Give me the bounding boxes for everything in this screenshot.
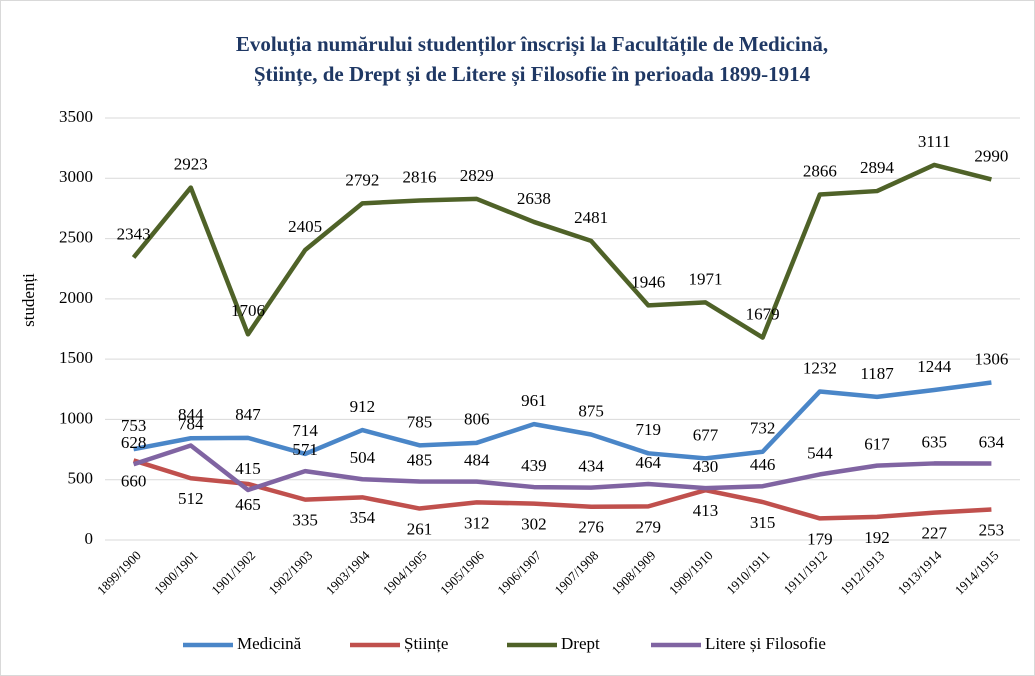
data-label: 354 — [350, 508, 376, 527]
data-label: 434 — [578, 457, 604, 476]
data-label: 1306 — [974, 349, 1008, 368]
data-label: 912 — [350, 397, 376, 416]
data-label: 1706 — [231, 301, 265, 320]
data-label: 3111 — [918, 132, 951, 151]
data-label: 806 — [464, 410, 490, 429]
data-label: 430 — [693, 457, 719, 476]
data-label: 2638 — [517, 189, 551, 208]
y-tick-label: 0 — [85, 529, 94, 548]
data-label: 1232 — [803, 358, 837, 377]
data-label: 302 — [521, 514, 547, 533]
y-tick-label: 2500 — [59, 227, 93, 246]
data-label: 484 — [464, 451, 490, 470]
y-tick-label: 1000 — [59, 408, 93, 427]
chart-title: Științe, de Drept și de Litere și Filoso… — [254, 62, 811, 87]
data-label: 512 — [178, 489, 204, 508]
data-label: 2816 — [403, 167, 437, 186]
data-label: 847 — [235, 405, 261, 424]
y-tick-label: 1500 — [59, 348, 93, 367]
data-label: 315 — [750, 513, 776, 532]
data-label: 485 — [407, 450, 433, 469]
data-label: 464 — [636, 453, 662, 472]
legend-label: Medicină — [237, 634, 302, 653]
data-label: 465 — [235, 495, 261, 514]
data-label: 335 — [292, 511, 318, 530]
data-label: 2481 — [574, 208, 608, 227]
y-axis-label: studenți — [19, 273, 38, 327]
data-label: 413 — [693, 501, 719, 520]
data-label: 192 — [864, 528, 890, 547]
data-label: 446 — [750, 455, 776, 474]
data-label: 753 — [121, 416, 147, 435]
data-label: 2866 — [803, 161, 837, 180]
data-label: 261 — [407, 519, 433, 538]
data-label: 732 — [750, 419, 776, 438]
series-line — [133, 380, 992, 461]
series-line — [132, 443, 992, 493]
data-label: 1244 — [917, 357, 952, 376]
data-label: 504 — [350, 448, 376, 467]
data-label: 276 — [578, 518, 604, 537]
data-label: 227 — [921, 524, 947, 543]
data-label: 2829 — [460, 166, 494, 185]
data-label: 279 — [636, 517, 662, 536]
data-label: 1187 — [860, 364, 894, 383]
data-label: 617 — [864, 435, 890, 454]
series-line — [132, 458, 992, 521]
data-label: 2923 — [174, 154, 208, 173]
data-label: 253 — [979, 520, 1005, 539]
chart-title: Evoluția numărului studenților înscriși … — [236, 32, 828, 57]
data-label: 415 — [235, 459, 261, 478]
data-label: 2894 — [860, 158, 895, 177]
data-label: 719 — [636, 420, 662, 439]
data-label: 628 — [121, 433, 147, 452]
legend-label: Științe — [404, 634, 448, 653]
data-label: 714 — [292, 421, 318, 440]
y-tick-label: 500 — [68, 469, 94, 488]
data-label: 312 — [464, 513, 490, 532]
y-tick-label: 2000 — [59, 288, 93, 307]
series-line — [131, 162, 992, 340]
data-label: 635 — [921, 432, 947, 451]
data-label: 2343 — [117, 224, 151, 243]
y-tick-label: 3500 — [59, 107, 93, 126]
data-label: 571 — [292, 440, 318, 459]
data-label: 2405 — [288, 217, 322, 236]
data-label: 784 — [178, 414, 204, 433]
y-tick-label: 3000 — [59, 167, 93, 186]
data-label: 1946 — [631, 272, 665, 291]
data-label: 677 — [693, 425, 719, 444]
data-label: 660 — [121, 471, 147, 490]
data-label: 544 — [807, 443, 833, 462]
data-label: 2990 — [974, 146, 1008, 165]
data-label: 785 — [407, 412, 433, 431]
data-label: 844 — [178, 405, 204, 424]
data-label: 179 — [807, 529, 833, 548]
legend-label: Drept — [561, 634, 600, 653]
data-label: 2792 — [345, 170, 379, 189]
data-label: 1679 — [746, 304, 780, 323]
data-label: 1971 — [688, 269, 722, 288]
data-label: 961 — [521, 391, 547, 410]
data-label: 875 — [578, 401, 604, 420]
data-label: 634 — [979, 432, 1005, 451]
legend-label: Litere și Filosofie — [705, 634, 826, 653]
data-label: 439 — [521, 456, 547, 475]
